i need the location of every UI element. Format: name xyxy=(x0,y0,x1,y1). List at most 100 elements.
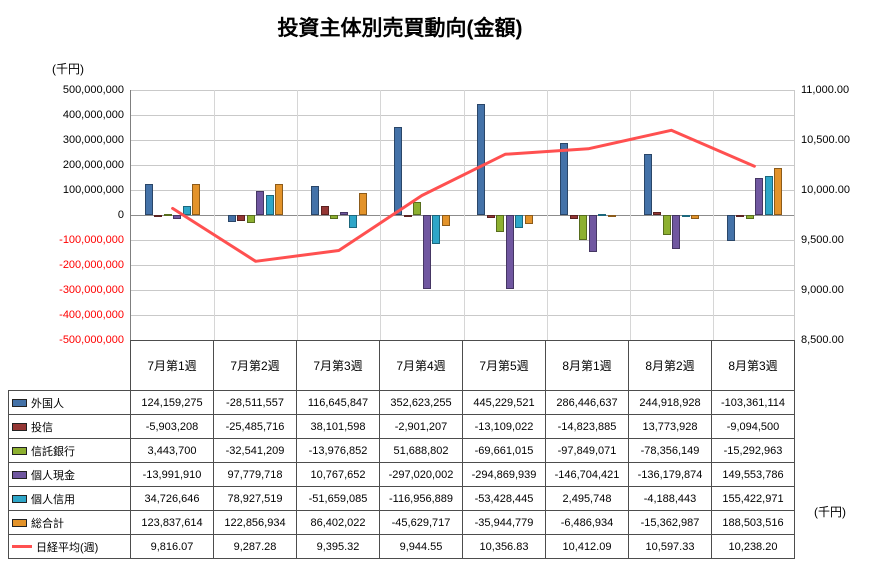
bar xyxy=(681,215,690,217)
value-cell: -97,849,071 xyxy=(545,438,629,463)
value-cell: 3,443,700 xyxy=(130,438,214,463)
bar xyxy=(339,212,348,215)
legend-key-icon xyxy=(12,545,32,548)
value-cell: -103,361,114 xyxy=(711,390,795,415)
bar xyxy=(774,167,783,215)
value-cell: 9,944.55 xyxy=(379,534,463,559)
bar xyxy=(256,190,265,215)
value-cell: -13,109,022 xyxy=(462,414,546,439)
bar xyxy=(422,215,431,290)
value-cell: -297,020,002 xyxy=(379,462,463,487)
value-cell: 51,688,802 xyxy=(379,438,463,463)
category-header-row: 7月第1週 7月第2週 7月第3週 7月第4週 7月第5週 8月第1週 8月第2週 8月第3週 xyxy=(8,340,795,391)
table-row: 総合計 123,837,614 122,856,934 86,402,022 -45,6… xyxy=(8,510,795,535)
bar xyxy=(569,215,578,219)
value-cell: -78,356,149 xyxy=(628,438,712,463)
bar xyxy=(515,215,524,229)
bar xyxy=(477,103,486,215)
value-cell: -51,659,085 xyxy=(296,486,380,511)
series-name: 個人信用 xyxy=(31,493,75,506)
v-gridline xyxy=(546,90,548,340)
value-cell: -15,292,963 xyxy=(711,438,795,463)
legend-key-icon xyxy=(12,422,27,431)
bar xyxy=(246,215,255,224)
bar xyxy=(192,184,201,215)
chart-title: 投資主体別売買動向(金額) xyxy=(277,17,523,40)
bar xyxy=(394,126,403,215)
bar xyxy=(173,215,182,219)
bar xyxy=(662,215,671,235)
series-header-cell: 個人信用 xyxy=(8,486,131,511)
value-cell: 244,918,928 xyxy=(628,390,712,415)
value-cell: -14,823,885 xyxy=(545,414,629,439)
left-axis-tick: 200,000,000 xyxy=(62,159,124,171)
value-cell: 38,101,598 xyxy=(296,414,380,439)
table-row: 外国人 124,159,275 -28,511,557 116,645,847 352,… xyxy=(8,390,795,415)
legend-key-icon xyxy=(12,398,27,407)
value-cell: 9,287.28 xyxy=(213,534,297,559)
right-axis-tick: 10,500.00 xyxy=(801,134,850,146)
v-gridline xyxy=(629,90,631,340)
value-cell: -4,188,443 xyxy=(628,486,712,511)
value-cell: -28,511,557 xyxy=(213,390,297,415)
series-name: 個人現金 xyxy=(31,469,75,482)
left-axis-tick: 400,000,000 xyxy=(62,109,124,121)
value-cell: 10,238.20 xyxy=(711,534,795,559)
plot-area xyxy=(130,90,795,340)
table-corner-cell xyxy=(8,340,131,391)
value-cell: -136,179,874 xyxy=(628,462,712,487)
table-row: 個人信用 34,726,646 78,927,519 -51,659,085 -116,… xyxy=(8,486,795,511)
bar xyxy=(524,215,533,224)
value-cell: -69,661,015 xyxy=(462,438,546,463)
series-header-cell: 信託銀行 xyxy=(8,438,131,463)
category-label: 8月第3週 xyxy=(711,340,795,391)
h-gridline xyxy=(131,115,794,116)
bar xyxy=(441,215,450,227)
value-cell: -45,629,717 xyxy=(379,510,463,535)
value-cell: 286,446,637 xyxy=(545,390,629,415)
left-axis-tick: 300,000,000 xyxy=(62,134,124,146)
h-gridline xyxy=(131,290,794,291)
bar xyxy=(726,215,735,241)
bar xyxy=(579,215,588,240)
bar xyxy=(496,215,505,233)
v-gridline xyxy=(712,90,714,340)
h-gridline xyxy=(131,240,794,241)
bar xyxy=(403,215,412,217)
bar xyxy=(432,215,441,245)
table-row: 投信 -5,903,208 -25,485,716 38,101,598 -2,901,… xyxy=(8,414,795,439)
right-axis-tick: 8,500.00 xyxy=(801,334,844,346)
right-axis-tick: 9,000.00 xyxy=(801,284,844,296)
value-cell: 445,229,521 xyxy=(462,390,546,415)
value-cell: 13,773,928 xyxy=(628,414,712,439)
bar xyxy=(330,215,339,219)
left-axis-tick: -500,000,000 xyxy=(59,334,124,346)
value-cell: 116,645,847 xyxy=(296,390,380,415)
bar xyxy=(237,215,246,222)
bar xyxy=(154,215,163,217)
bar xyxy=(182,206,191,215)
bar xyxy=(486,215,495,219)
data-table: 7月第1週 7月第2週 7月第3週 7月第4週 7月第5週 8月第1週 8月第2週 8月第3週… xyxy=(8,340,795,559)
series-name: 信託銀行 xyxy=(31,445,75,458)
bar xyxy=(643,153,652,215)
value-cell: -13,991,910 xyxy=(130,462,214,487)
bars-layer xyxy=(131,90,794,340)
value-cell: 2,495,748 xyxy=(545,486,629,511)
value-cell: 352,623,255 xyxy=(379,390,463,415)
value-cell: 97,779,718 xyxy=(213,462,297,487)
series-name: 総合計 xyxy=(31,517,64,530)
v-gridline xyxy=(214,90,216,340)
bar xyxy=(413,202,422,215)
h-gridline xyxy=(131,190,794,191)
bar xyxy=(691,215,700,219)
value-cell: 34,726,646 xyxy=(130,486,214,511)
v-gridline xyxy=(463,90,465,340)
value-cell: 9,395.32 xyxy=(296,534,380,559)
value-cell: -2,901,207 xyxy=(379,414,463,439)
category-label: 8月第2週 xyxy=(628,340,712,391)
bar xyxy=(653,211,662,215)
legend-key-icon xyxy=(12,518,27,527)
value-cell: 123,837,614 xyxy=(130,510,214,535)
value-cell: 10,767,652 xyxy=(296,462,380,487)
